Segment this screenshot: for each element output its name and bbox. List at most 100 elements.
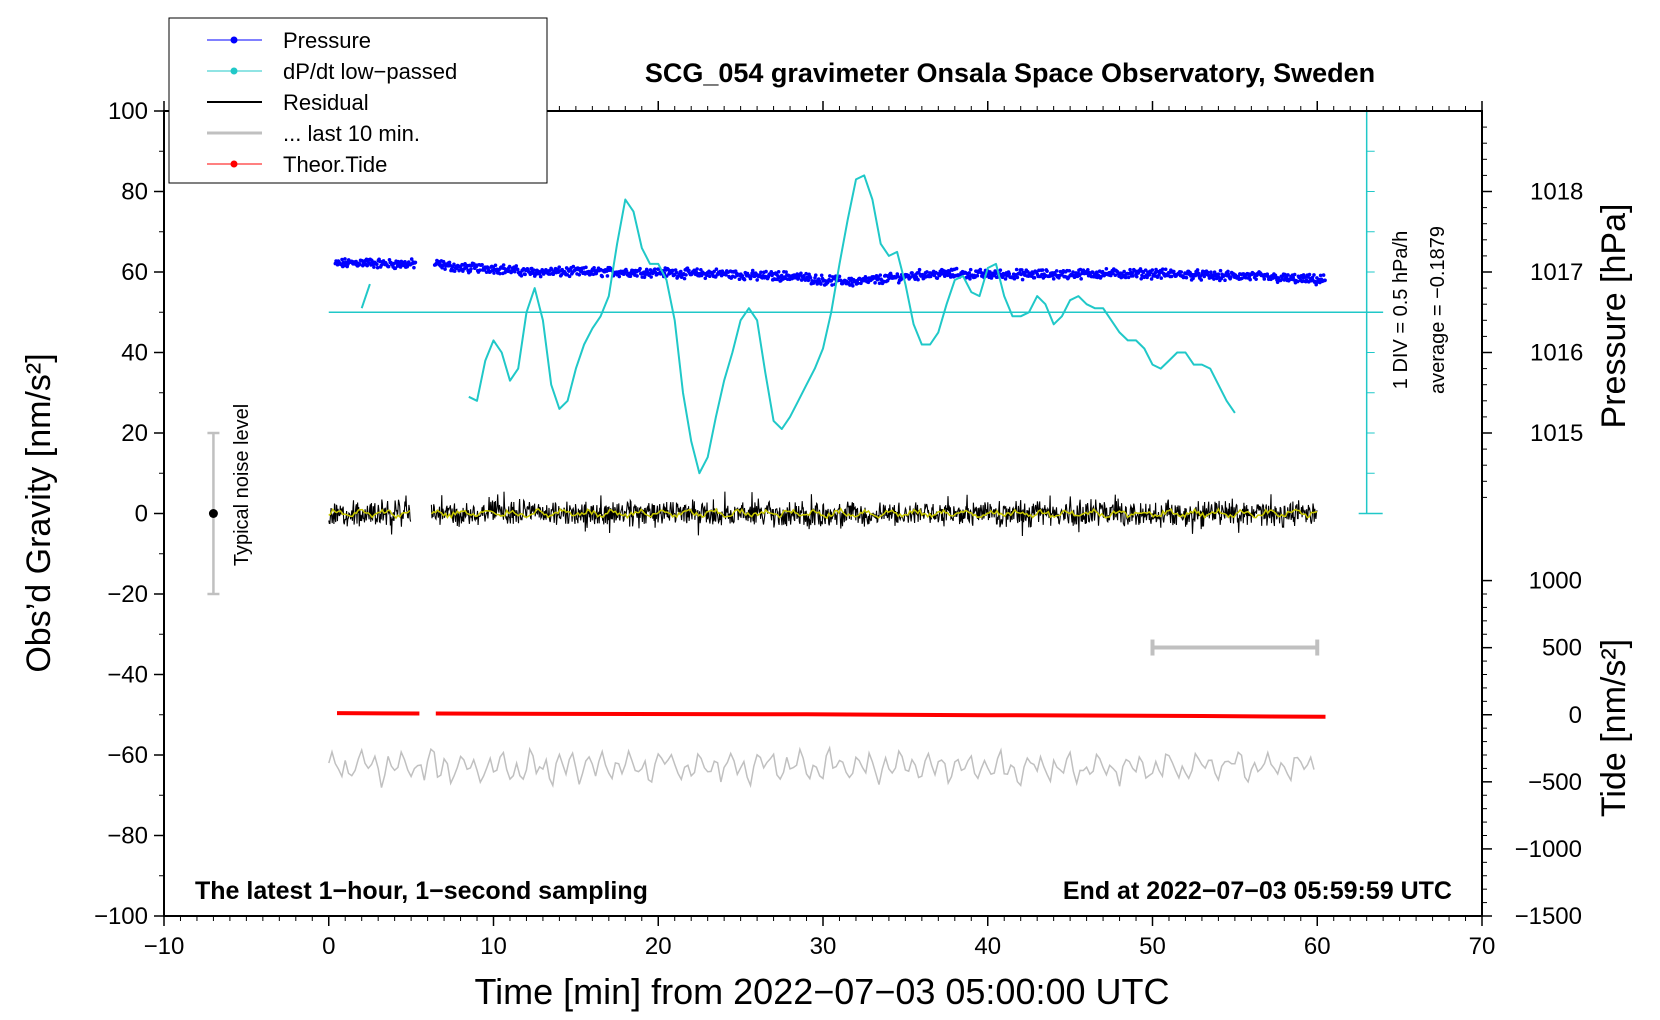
legend-item-tide: Theor.Tide (207, 152, 387, 177)
y-tick-label: 80 (121, 179, 148, 206)
tide-tick-label: 1000 (1529, 568, 1582, 595)
y-axis-label-pressure: Pressure [hPa] (1595, 204, 1633, 429)
y-tick-label: 20 (121, 420, 148, 447)
pressure-point (1145, 275, 1149, 280)
pressure-point (1149, 277, 1154, 281)
pressure-point (679, 269, 683, 274)
dpdt-curve (468, 174, 1236, 475)
pressure-point (1218, 268, 1223, 273)
residual-smoothed-trace (328, 507, 1318, 520)
pressure-point (617, 274, 622, 279)
pressure-point (643, 272, 648, 277)
pressure-point (1067, 268, 1072, 273)
noise-level-label: Typical noise level (231, 404, 253, 566)
pressure-point (1318, 273, 1323, 278)
pressure-point (1286, 273, 1290, 277)
chart-title: SCG_054 gravimeter Onsala Space Observat… (645, 58, 1375, 88)
y-axis-label-left: Obs’d Gravity [nm/s²] (20, 353, 58, 672)
pressure-point (1031, 272, 1035, 276)
legend-label-pressure: Pressure (283, 28, 371, 53)
legend-label-tide: Theor.Tide (283, 152, 387, 177)
pressure-point (813, 273, 818, 277)
pressure-point (1196, 271, 1201, 276)
pressure-point (1283, 272, 1287, 277)
legend-label-dpdt: dP/dt low−passed (283, 59, 457, 84)
pressure-point (567, 274, 572, 279)
y-tick-label: 100 (108, 98, 148, 125)
pressure-point (653, 267, 657, 271)
tide-tick-label: −1000 (1515, 836, 1582, 863)
pressure-point (523, 272, 527, 277)
pressure-point (1015, 275, 1020, 280)
x-tick-label: −10 (144, 933, 185, 960)
axes-layer: −10 0 10 20 30 40 50 60 70−100−80−60−40−20020406… (94, 98, 1583, 960)
pressure-point (806, 278, 811, 283)
pressure-point (1154, 267, 1158, 272)
noise-bar-center (208, 509, 218, 518)
pressure-point (386, 264, 391, 269)
y-tick-label: −60 (107, 742, 148, 769)
plot-data-layer (207, 110, 1384, 789)
pressure-point (1104, 266, 1109, 271)
y-axis-label-tide: Tide [nm/s²] (1595, 639, 1633, 817)
pressure-point (519, 273, 524, 278)
pressure-point (1163, 267, 1168, 272)
pressure-point (469, 267, 473, 271)
pressure-point (649, 275, 653, 279)
pressure-point (682, 276, 687, 281)
pressure-point (703, 276, 708, 281)
pressure-point (1007, 272, 1012, 276)
pressure-point (1223, 278, 1227, 283)
pressure-point (935, 276, 940, 280)
pressure-point (674, 270, 679, 275)
pressure-point (968, 267, 973, 272)
pressure-point (878, 273, 883, 277)
pressure-point (498, 271, 502, 276)
pressure-point (670, 268, 675, 273)
pressure-point (829, 279, 834, 283)
pressure-point (638, 266, 642, 271)
pressure-point (851, 283, 855, 288)
y-tick-label: 60 (121, 259, 148, 286)
pressure-point (528, 272, 533, 277)
pressure-point (1226, 269, 1230, 274)
pressure-point (452, 269, 457, 273)
pressure-point (724, 273, 728, 277)
x-tick-label: 10 (480, 933, 507, 960)
pressure-point (916, 277, 920, 282)
legend-label-residual: Residual (283, 90, 369, 115)
pressure-point (577, 272, 582, 277)
pressure-point (776, 269, 781, 274)
pressure-point (1153, 270, 1158, 275)
pressure-point (1191, 276, 1195, 281)
pressure-point (819, 282, 823, 286)
y-tick-label: −100 (94, 903, 148, 930)
pressure-point (1209, 270, 1213, 275)
pressure-point (512, 269, 517, 274)
pressure-point (1195, 268, 1200, 272)
dpdt-curve (360, 283, 371, 309)
pressure-tick-label: 1017 (1530, 259, 1583, 286)
pressure-point (492, 271, 496, 275)
pressure-point (480, 262, 484, 267)
pressure-point (850, 281, 854, 285)
pressure-tick-label: 1016 (1530, 340, 1583, 367)
y-tick-label: 40 (121, 340, 148, 367)
tide-trace (336, 711, 1326, 719)
pressure-point (749, 274, 754, 278)
pressure-point (443, 267, 447, 271)
pressure-point (925, 270, 929, 274)
pressure-point (1131, 274, 1135, 278)
pressure-point (877, 281, 882, 286)
pressure-point (1312, 273, 1316, 277)
legend-item-dpdt: dP/dt low−passed (207, 59, 457, 84)
pressure-point (989, 276, 994, 280)
y-axis-label-left-text: Obs’d Gravity [nm/s²] (20, 353, 58, 672)
pressure-point (557, 265, 562, 269)
pressure-point (737, 277, 742, 282)
pressure-point (447, 260, 452, 265)
pressure-point (1128, 267, 1132, 272)
pressure-point (1216, 272, 1221, 276)
pressure-point (1014, 267, 1019, 272)
